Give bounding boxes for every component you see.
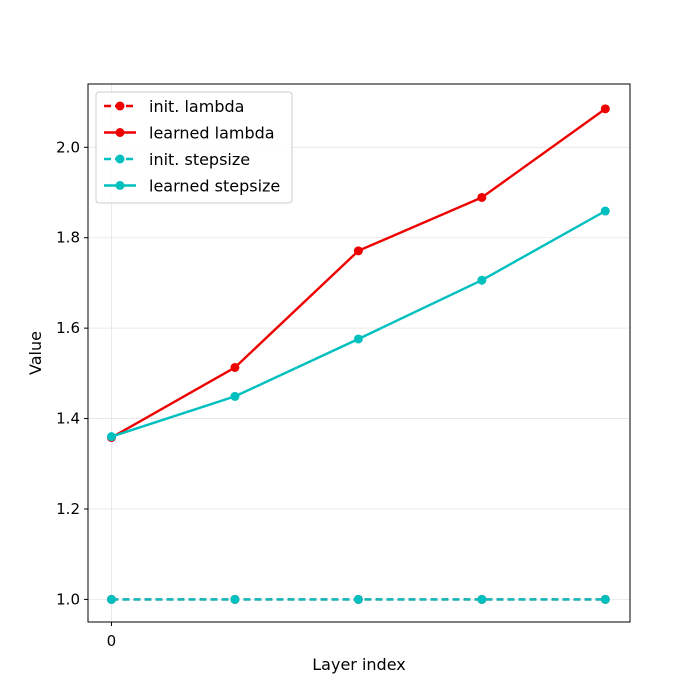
legend-label-init-stepsize: init. stepsize xyxy=(149,150,250,169)
data-point-learned-lambda xyxy=(353,246,363,256)
data-point-learned-stepsize xyxy=(353,334,363,344)
data-point-learned-stepsize xyxy=(230,391,240,401)
legend-label-learned-stepsize: learned stepsize xyxy=(149,177,280,196)
legend-marker-init-lambda xyxy=(115,101,125,111)
y-axis: 1.0 1.2 1.4 1.6 1.8 2.0 xyxy=(56,138,88,608)
x-axis: 0 xyxy=(107,622,117,650)
legend-marker-learned-lambda xyxy=(115,128,125,137)
data-point-init-stepsize xyxy=(353,594,363,604)
data-point-learned-stepsize xyxy=(600,206,610,216)
y-axis-label: Value xyxy=(26,331,45,375)
data-point-learned-lambda xyxy=(600,104,610,114)
series-line-learned-stepsize xyxy=(111,209,606,438)
y-tick-label: 1.8 xyxy=(56,229,80,247)
series-lines xyxy=(106,104,610,604)
y-tick-label: 1.0 xyxy=(56,590,80,608)
y-tick-label: 1.4 xyxy=(56,410,80,428)
legend-marker-learned-stepsize xyxy=(115,181,125,190)
y-tick-label: 2.0 xyxy=(56,138,80,156)
data-point-init-stepsize xyxy=(600,594,610,604)
y-tick-label: 1.2 xyxy=(56,500,80,518)
plot-frame xyxy=(87,83,631,623)
legend-label-learned-lambda: learned lambda xyxy=(149,124,275,143)
legend-label-init-lambda: init. lambda xyxy=(149,97,244,116)
legend-box xyxy=(95,91,293,204)
data-point-learned-stepsize xyxy=(106,432,116,442)
x-axis-label: Layer index xyxy=(312,655,405,674)
data-point-learned-lambda xyxy=(477,192,487,202)
data-point-learned-lambda xyxy=(230,362,240,372)
x-tick-label: 0 xyxy=(107,632,117,650)
y-tick-label: 1.6 xyxy=(56,319,80,337)
legend: init. lambda learned lambda init. stepsize… xyxy=(95,91,293,204)
data-point-init-stepsize xyxy=(477,594,487,604)
data-point-learned-stepsize xyxy=(477,275,487,285)
data-point-init-stepsize xyxy=(106,594,116,604)
legend-marker-init-stepsize xyxy=(115,154,125,164)
data-point-init-stepsize xyxy=(230,594,240,604)
